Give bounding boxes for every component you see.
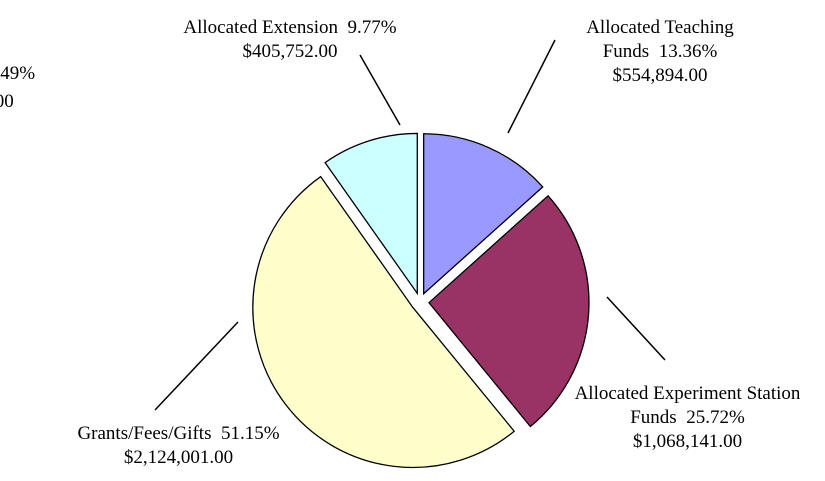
slice-label: Allocated Teaching Funds 13.36% $554,894.… — [560, 16, 760, 88]
percent-label: 51.15% — [220, 423, 280, 444]
percent-label: 13.36% — [658, 41, 718, 62]
annotation: 4.49% — [0, 63, 36, 84]
category-label: Allocated Experiment Station Funds — [574, 383, 801, 428]
leader-line — [359, 54, 401, 126]
leader-line — [507, 39, 556, 134]
pie-slice — [324, 132, 418, 296]
percent-label: 9.77% — [347, 17, 397, 38]
amount-label: $2,124,001.00 — [123, 447, 234, 468]
amount-label: $1,068,141.00 — [632, 431, 743, 452]
pie-slice — [423, 133, 544, 296]
slice-label: Allocated Experiment Station Funds 25.72… — [560, 382, 815, 454]
category-label: Grants/Fees/Gifts — [77, 423, 212, 444]
category-label: Allocated Extension — [183, 17, 339, 38]
pie-slice — [252, 175, 516, 469]
amount-label: $405,752.00 — [242, 41, 338, 62]
amount-label: $554,894.00 — [612, 65, 708, 86]
pie-slice — [428, 194, 590, 428]
percent-label: 25.72% — [686, 407, 745, 428]
annotation: .00 — [0, 91, 14, 112]
leader-line — [154, 321, 239, 411]
category-label: Allocated Teaching Funds — [586, 17, 734, 62]
slice-label: Allocated Extension 9.77% $405,752.00 — [140, 16, 440, 64]
leader-line — [606, 296, 666, 361]
slice-label: Grants/Fees/Gifts 51.15% $2,124,001.00 — [0, 422, 357, 470]
